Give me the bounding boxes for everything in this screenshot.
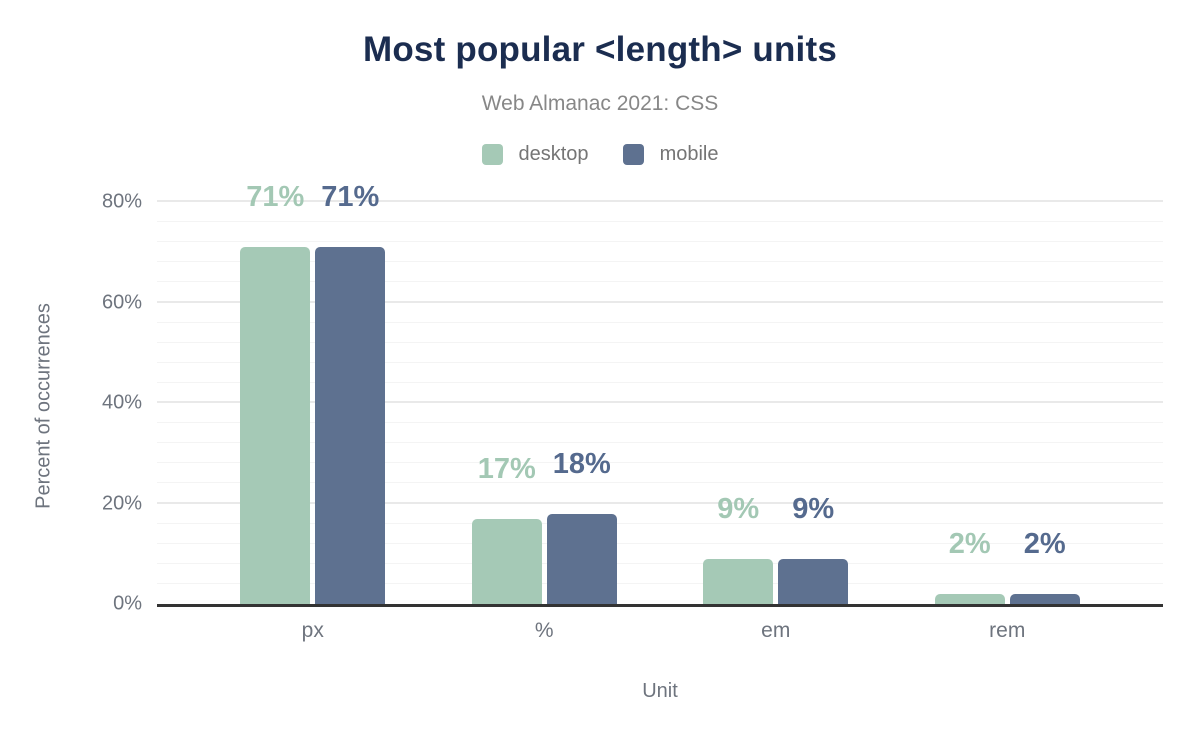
bar-group-%: 17% 18%% [471, 205, 617, 642]
gridline-major [157, 501, 1163, 504]
x-axis-title: Unit [642, 680, 678, 702]
y-tick-label: 0% [113, 592, 142, 615]
legend-label-desktop: desktop [518, 143, 589, 165]
plot-area: 71% 71% px 17% 18%% 9% 9% em 2% 2% rem 0% 20% 40% 60%… [102, 181, 1163, 642]
bar-group-rem: 2% 2% rem [934, 205, 1080, 642]
x-tick-label-rem: rem [989, 619, 1026, 642]
x-tick-label-%: % [534, 619, 554, 642]
desktop-bar-em[interactable] [703, 558, 774, 604]
x-tick-label-px: px [301, 619, 324, 642]
legend-item-desktop[interactable]: desktop [481, 143, 589, 166]
bar-groups: 71% 71% px 17% 18%% 9% 9% em 2% 2% rem [197, 181, 1123, 642]
desktop-value-label-px: 71% [246, 181, 305, 214]
gridline-minor [157, 582, 1163, 584]
mobile-swatch-icon [622, 144, 644, 165]
mobile-bar-%[interactable] [546, 513, 617, 604]
gridline-minor [157, 422, 1163, 424]
desktop-bar-%[interactable] [471, 518, 542, 604]
legend-item-mobile[interactable]: mobile [622, 143, 719, 166]
gridline-minor [157, 361, 1163, 363]
legend-label-mobile: mobile [659, 143, 719, 165]
gridline-minor [157, 281, 1163, 283]
y-axis-title: Percent of occurrences [32, 303, 55, 509]
desktop-bar-rem[interactable] [934, 593, 1005, 604]
y-tick-label: 20% [101, 492, 142, 514]
desktop-value-label-em: 9% [717, 492, 760, 525]
bar-group-em: 9% 9% em [703, 205, 849, 642]
x-tick-label-em: em [761, 619, 791, 642]
mobile-bar-em[interactable] [778, 558, 849, 604]
gridline-major [157, 300, 1163, 303]
gridline-minor [157, 542, 1163, 544]
legend: desktop mobile [0, 143, 1200, 166]
gridline-minor [157, 522, 1163, 524]
gridline-minor [157, 241, 1163, 243]
gridline-minor [157, 321, 1163, 323]
gridline-minor [157, 562, 1163, 564]
mobile-value-label-em: 9% [792, 492, 835, 525]
desktop-swatch-icon [481, 144, 503, 165]
gridline-minor [157, 221, 1163, 223]
mobile-value-label-px: 71% [321, 181, 380, 214]
mobile-bar-rem[interactable] [1009, 593, 1080, 604]
bar-group-px: 71% 71% px [240, 181, 386, 642]
gridline-minor [157, 381, 1163, 383]
gridline-major [157, 200, 1163, 202]
gridline-minor [157, 442, 1163, 444]
y-tick-label: 80% [101, 190, 142, 213]
desktop-value-label-rem: 2% [948, 527, 991, 560]
mobile-value-label-%: 18% [552, 447, 611, 480]
y-tick-label: 60% [101, 291, 142, 313]
desktop-value-label-%: 17% [477, 452, 536, 485]
chart-subtitle: Web Almanac 2021: CSS [481, 92, 719, 115]
gridline-major [157, 401, 1163, 403]
gridline-minor [157, 462, 1163, 464]
gridline-minor [157, 261, 1163, 263]
gridline-minor [157, 482, 1163, 484]
gridline-minor [157, 341, 1163, 343]
mobile-bar-px[interactable] [315, 247, 386, 604]
mobile-value-label-rem: 2% [1023, 527, 1066, 560]
desktop-bar-px[interactable] [240, 247, 311, 604]
y-tick-label: 40% [101, 391, 142, 414]
chart-title: Most popular <length> units [362, 30, 838, 69]
